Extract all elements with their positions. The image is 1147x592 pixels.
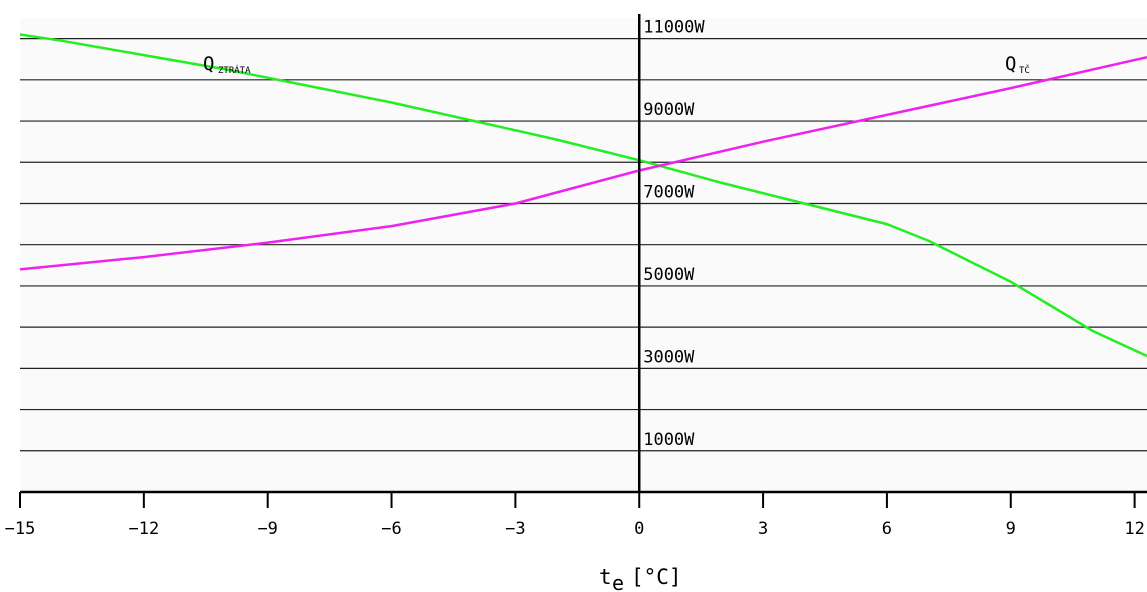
- grid-lines: [20, 38, 1147, 452]
- series-line-0: [19, 33, 1147, 358]
- x-tick-label: 12: [1124, 519, 1144, 539]
- y-tick-label: 9000W: [643, 100, 695, 120]
- x-axis-label-main: t: [599, 565, 612, 589]
- x-tick-label: −15: [5, 519, 36, 539]
- series-label-ztrata-main: Q: [203, 53, 214, 75]
- y-tick-label: 7000W: [643, 182, 695, 202]
- x-tick-label: 0: [634, 519, 644, 539]
- plot-background: [20, 18, 1147, 492]
- series-label-tc-main: Q: [1005, 53, 1016, 75]
- axes-group: [20, 14, 1147, 494]
- x-tick-label: 6: [882, 519, 892, 539]
- series-label-tc: Q TČ: [1005, 53, 1030, 76]
- x-tick-label: −12: [128, 519, 159, 539]
- x-tick-label: −9: [257, 519, 277, 539]
- y-tick-label: 3000W: [643, 347, 695, 367]
- y-tick-label: 5000W: [643, 265, 695, 285]
- x-ticks: −15 −12 −9 −6 −3 0 3 6 9 12: [5, 492, 1145, 539]
- x-tick-label: 9: [1006, 519, 1016, 539]
- x-axis-label: t e [°C]: [599, 565, 682, 592]
- series-label-ztrata: Q ZTRÁTA: [203, 53, 251, 76]
- series-line-1: [19, 55, 1147, 271]
- x-axis-label-sub: e: [612, 571, 624, 592]
- y-tick-label: 11000W: [643, 18, 705, 38]
- y-tick-label: 1000W: [643, 430, 695, 450]
- x-tick-label: 3: [758, 519, 768, 539]
- y-tick-labels: 1000W 3000W 5000W 7000W 9000W 11000W: [643, 18, 705, 450]
- x-tick-label: −6: [381, 519, 401, 539]
- x-tick-label: −3: [505, 519, 525, 539]
- series-label-ztrata-sub: ZTRÁTA: [218, 64, 251, 76]
- series-label-tc-sub: TČ: [1019, 64, 1030, 76]
- series-group: [19, 33, 1147, 358]
- x-axis-label-unit: [°C]: [631, 565, 682, 589]
